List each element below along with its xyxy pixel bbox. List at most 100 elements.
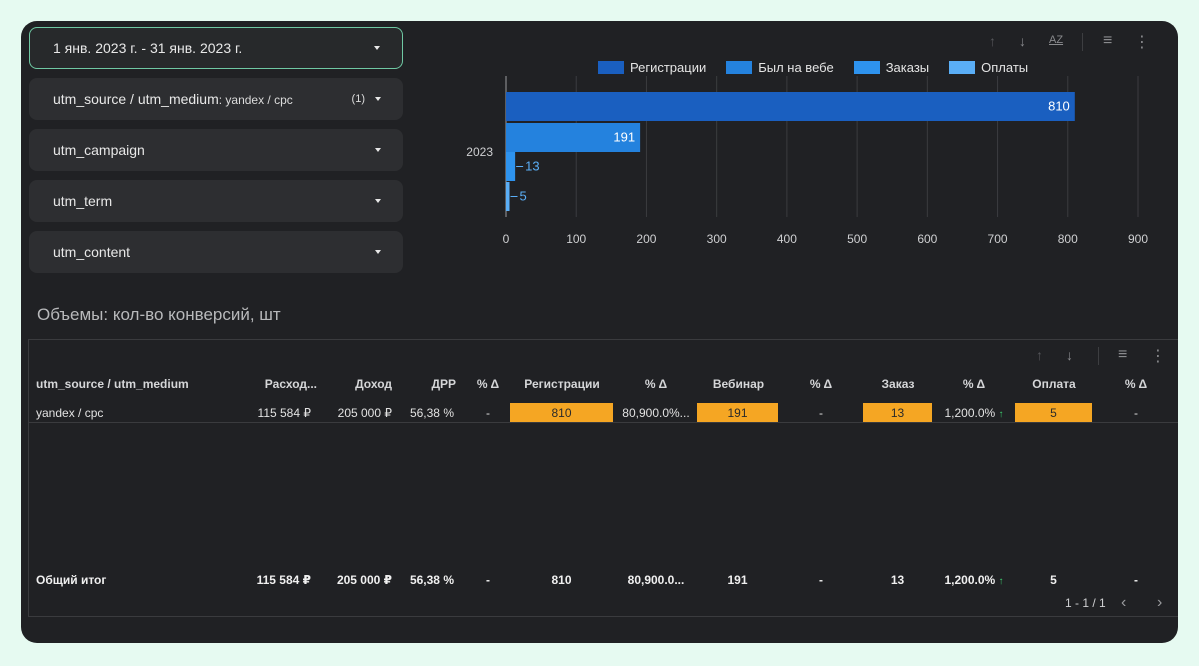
- up-arrow-icon: ↑: [998, 409, 1004, 420]
- x-tick-label: 0: [503, 232, 510, 246]
- filter-value: : yandex / cpc: [218, 93, 293, 107]
- total-cell: 205 000 ₽: [336, 573, 392, 587]
- column-header-delta[interactable]: % Δ: [809, 377, 833, 391]
- total-cell: 80,900.0...: [627, 573, 685, 587]
- bar-3: [506, 152, 516, 181]
- column-header-delta[interactable]: % Δ: [1124, 377, 1148, 391]
- up-arrow-icon: ↑: [998, 576, 1004, 587]
- total-cell: 5: [1050, 573, 1057, 587]
- legend-item[interactable]: Регистрации: [598, 60, 706, 75]
- table-cell: 80,900.0%...: [622, 406, 690, 420]
- total-cell: 13: [890, 573, 905, 587]
- legend-swatch: [853, 61, 880, 74]
- next-page-icon[interactable]: ›: [1157, 594, 1163, 611]
- column-header-webinar[interactable]: Вебинар: [712, 377, 765, 391]
- column-header-payment[interactable]: Оплата: [1032, 377, 1076, 391]
- table-cell-highlight: 810: [510, 403, 613, 423]
- legend-item[interactable]: Был на вебе: [726, 60, 834, 75]
- legend-item[interactable]: Заказы: [853, 60, 930, 75]
- column-header-revenue[interactable]: Доход: [355, 377, 392, 391]
- date-range-filter[interactable]: 1 янв. 2023 г. - 31 янв. 2023 г.: [29, 27, 403, 69]
- filter-icon[interactable]: ≡: [1118, 346, 1128, 363]
- table-cell: -: [1134, 406, 1138, 420]
- bar-2: [506, 123, 641, 152]
- legend-label: Заказы: [885, 60, 930, 75]
- total-cell: 191: [727, 573, 748, 587]
- delta-value: 1,200.0%: [944, 573, 996, 587]
- filter-icon[interactable]: ≡: [1103, 32, 1113, 49]
- total-cell: 115 584 ₽: [256, 573, 311, 587]
- filter-label: utm_content: [53, 244, 131, 260]
- legend-swatch: [598, 61, 624, 74]
- total-cell: 810: [551, 573, 572, 587]
- filter-label: utm_source / utm_medium: yandex / cpc: [53, 91, 352, 107]
- total-cell: -: [819, 573, 823, 587]
- column-header-delta[interactable]: % Δ: [644, 377, 668, 391]
- column-header-order[interactable]: Заказ: [881, 377, 915, 391]
- x-tick-label: 400: [777, 232, 797, 246]
- table-cell: -: [819, 406, 823, 420]
- row-divider: [29, 422, 1178, 423]
- sort-descending-icon[interactable]: ↓: [1066, 347, 1073, 363]
- legend-label: Оплаты: [981, 60, 1029, 75]
- utm-source-medium-filter[interactable]: utm_source / utm_medium: yandex / cpc (1…: [29, 78, 403, 120]
- data-label: 810: [1048, 99, 1070, 114]
- table-cell: 1,200.0% ↑: [933, 403, 1015, 423]
- table-cell: yandex / cpc: [36, 406, 104, 420]
- column-header-spend[interactable]: Расход...: [264, 377, 317, 391]
- table-cell-highlight: 13: [863, 403, 932, 423]
- sort-az-icon[interactable]: AZ: [1049, 34, 1064, 46]
- chevron-down-icon: [375, 199, 381, 203]
- x-tick-label: 200: [636, 232, 656, 246]
- bar-chart: 0 100 200 300 400 500 600 700 800 900 2023 810 191 13…: [466, 76, 1148, 246]
- data-table: ↑ ↓ ≡ ⋮ utm_source / utm_medium Расход..…: [28, 339, 1178, 617]
- filter-count: (1): [351, 93, 365, 105]
- total-cell: 56,38 %: [409, 573, 454, 587]
- x-tick-label: 300: [707, 232, 727, 246]
- table-cell: 115 584 ₽: [257, 406, 311, 420]
- chevron-down-icon: [374, 46, 380, 50]
- x-tick-label: 800: [1058, 232, 1078, 246]
- data-label: 191: [613, 130, 635, 145]
- total-cell: -: [1134, 573, 1138, 587]
- chevron-down-icon: [375, 250, 381, 254]
- more-options-icon[interactable]: ⋮: [1134, 34, 1150, 51]
- column-header-source[interactable]: utm_source / utm_medium: [36, 377, 189, 391]
- x-tick-label: 100: [566, 232, 586, 246]
- toolbar-divider: [1082, 33, 1083, 51]
- column-header-delta[interactable]: % Δ: [962, 377, 986, 391]
- dashboard-frame: 1 янв. 2023 г. - 31 янв. 2023 г. utm_sou…: [21, 21, 1178, 643]
- sort-descending-icon[interactable]: ↓: [1019, 33, 1026, 49]
- legend-label: Регистрации: [630, 60, 707, 75]
- column-header-delta[interactable]: % Δ: [476, 377, 500, 391]
- filter-label: utm_campaign: [53, 142, 145, 158]
- y-tick-label: 2023: [466, 145, 493, 159]
- toolbar-divider: [1098, 347, 1099, 365]
- column-header-drr[interactable]: ДРР: [431, 377, 456, 391]
- utm-term-filter[interactable]: utm_term: [29, 180, 403, 222]
- bar-4: [506, 182, 510, 211]
- legend-item[interactable]: Оплаты: [949, 60, 1028, 75]
- data-label: 13: [525, 159, 539, 174]
- legend-label: Был на вебе: [758, 60, 834, 75]
- legend-swatch: [949, 61, 976, 74]
- more-options-icon[interactable]: ⋮: [1150, 348, 1166, 365]
- filter-label: utm_term: [53, 193, 113, 209]
- chevron-down-icon: [375, 148, 381, 152]
- x-tick-label: 500: [847, 232, 867, 246]
- date-range-label: 1 янв. 2023 г. - 31 янв. 2023 г.: [53, 40, 243, 56]
- chart-legend: Регистрации Был на вебе Заказы Оплаты: [598, 60, 1048, 75]
- total-cell: 1,200.0% ↑: [933, 570, 1015, 590]
- table-cell: 56,38 %: [409, 406, 454, 420]
- section-title: Объемы: кол-во конверсий, шт: [37, 305, 281, 324]
- delta-value: 1,200.0%: [944, 406, 996, 420]
- utm-content-filter[interactable]: utm_content: [29, 231, 403, 273]
- data-label: 5: [520, 189, 527, 204]
- utm-campaign-filter[interactable]: utm_campaign: [29, 129, 403, 171]
- sort-ascending-icon[interactable]: ↑: [1036, 347, 1043, 363]
- table-cell: -: [486, 406, 490, 420]
- sort-ascending-icon[interactable]: ↑: [989, 33, 996, 49]
- x-tick-label: 600: [917, 232, 937, 246]
- column-header-registrations[interactable]: Регистрации: [524, 377, 600, 391]
- previous-page-icon[interactable]: ‹: [1121, 594, 1127, 611]
